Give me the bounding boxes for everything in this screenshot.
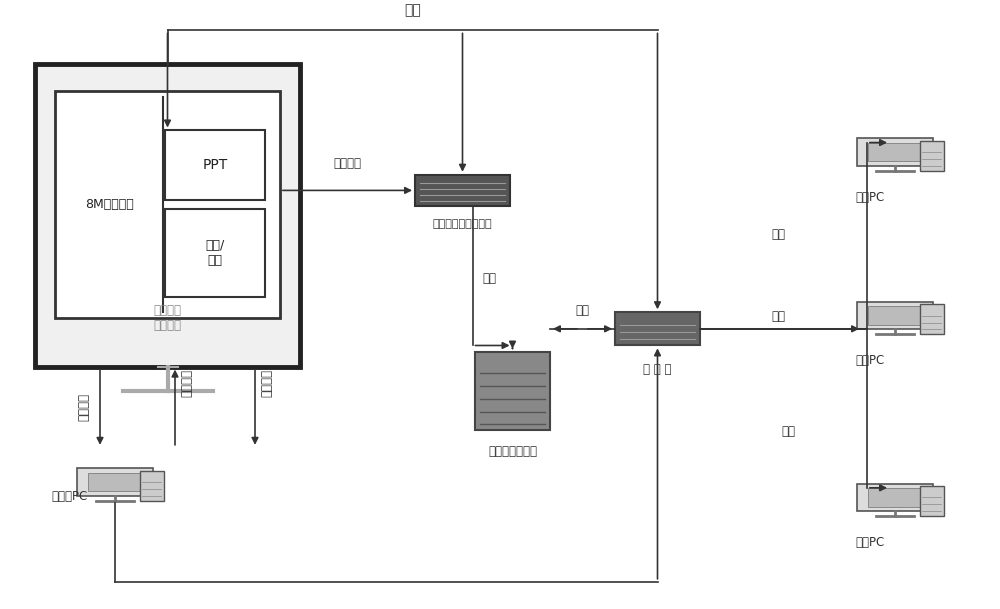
- Text: 综合管理服务器: 综合管理服务器: [488, 445, 537, 458]
- Text: 视频信号: 视频信号: [77, 393, 90, 421]
- FancyBboxPatch shape: [857, 302, 933, 329]
- Text: 其他PC: 其他PC: [855, 191, 885, 203]
- FancyBboxPatch shape: [857, 484, 933, 511]
- Text: 网络: 网络: [772, 228, 786, 241]
- Text: 网络: 网络: [772, 310, 786, 323]
- FancyBboxPatch shape: [920, 141, 944, 171]
- FancyBboxPatch shape: [77, 468, 153, 496]
- FancyBboxPatch shape: [165, 130, 265, 200]
- FancyBboxPatch shape: [615, 312, 700, 345]
- FancyBboxPatch shape: [55, 91, 280, 319]
- Text: 会议室PC: 会议室PC: [52, 490, 88, 504]
- Text: 其他PC: 其他PC: [855, 536, 885, 549]
- Text: 并轨影像
会议中心: 并轨影像 会议中心: [154, 304, 182, 333]
- FancyBboxPatch shape: [920, 304, 944, 334]
- Text: 网络: 网络: [404, 3, 421, 17]
- Text: 8M医学影像: 8M医学影像: [86, 198, 134, 211]
- Text: 网络: 网络: [482, 272, 496, 286]
- FancyBboxPatch shape: [868, 143, 922, 161]
- Text: 医学影像专用编码器: 医学影像专用编码器: [433, 219, 492, 230]
- FancyBboxPatch shape: [920, 486, 944, 516]
- Text: 其他PC: 其他PC: [855, 354, 885, 367]
- FancyBboxPatch shape: [868, 488, 922, 507]
- Text: 网络: 网络: [782, 425, 796, 438]
- Text: 网络: 网络: [576, 304, 590, 317]
- FancyBboxPatch shape: [165, 209, 265, 297]
- FancyBboxPatch shape: [140, 471, 164, 501]
- Text: 交 换 机: 交 换 机: [643, 363, 672, 376]
- Text: 病历/
报告: 病历/ 报告: [205, 239, 225, 267]
- FancyBboxPatch shape: [475, 351, 550, 431]
- FancyBboxPatch shape: [868, 306, 922, 325]
- FancyBboxPatch shape: [415, 175, 510, 206]
- Text: 视频信号: 视频信号: [260, 369, 273, 397]
- FancyBboxPatch shape: [35, 64, 300, 367]
- FancyBboxPatch shape: [88, 473, 142, 491]
- FancyBboxPatch shape: [857, 138, 933, 166]
- Text: 视频信号: 视频信号: [334, 157, 362, 170]
- Text: PPT: PPT: [202, 158, 228, 172]
- Text: 视频信号: 视频信号: [180, 369, 193, 397]
